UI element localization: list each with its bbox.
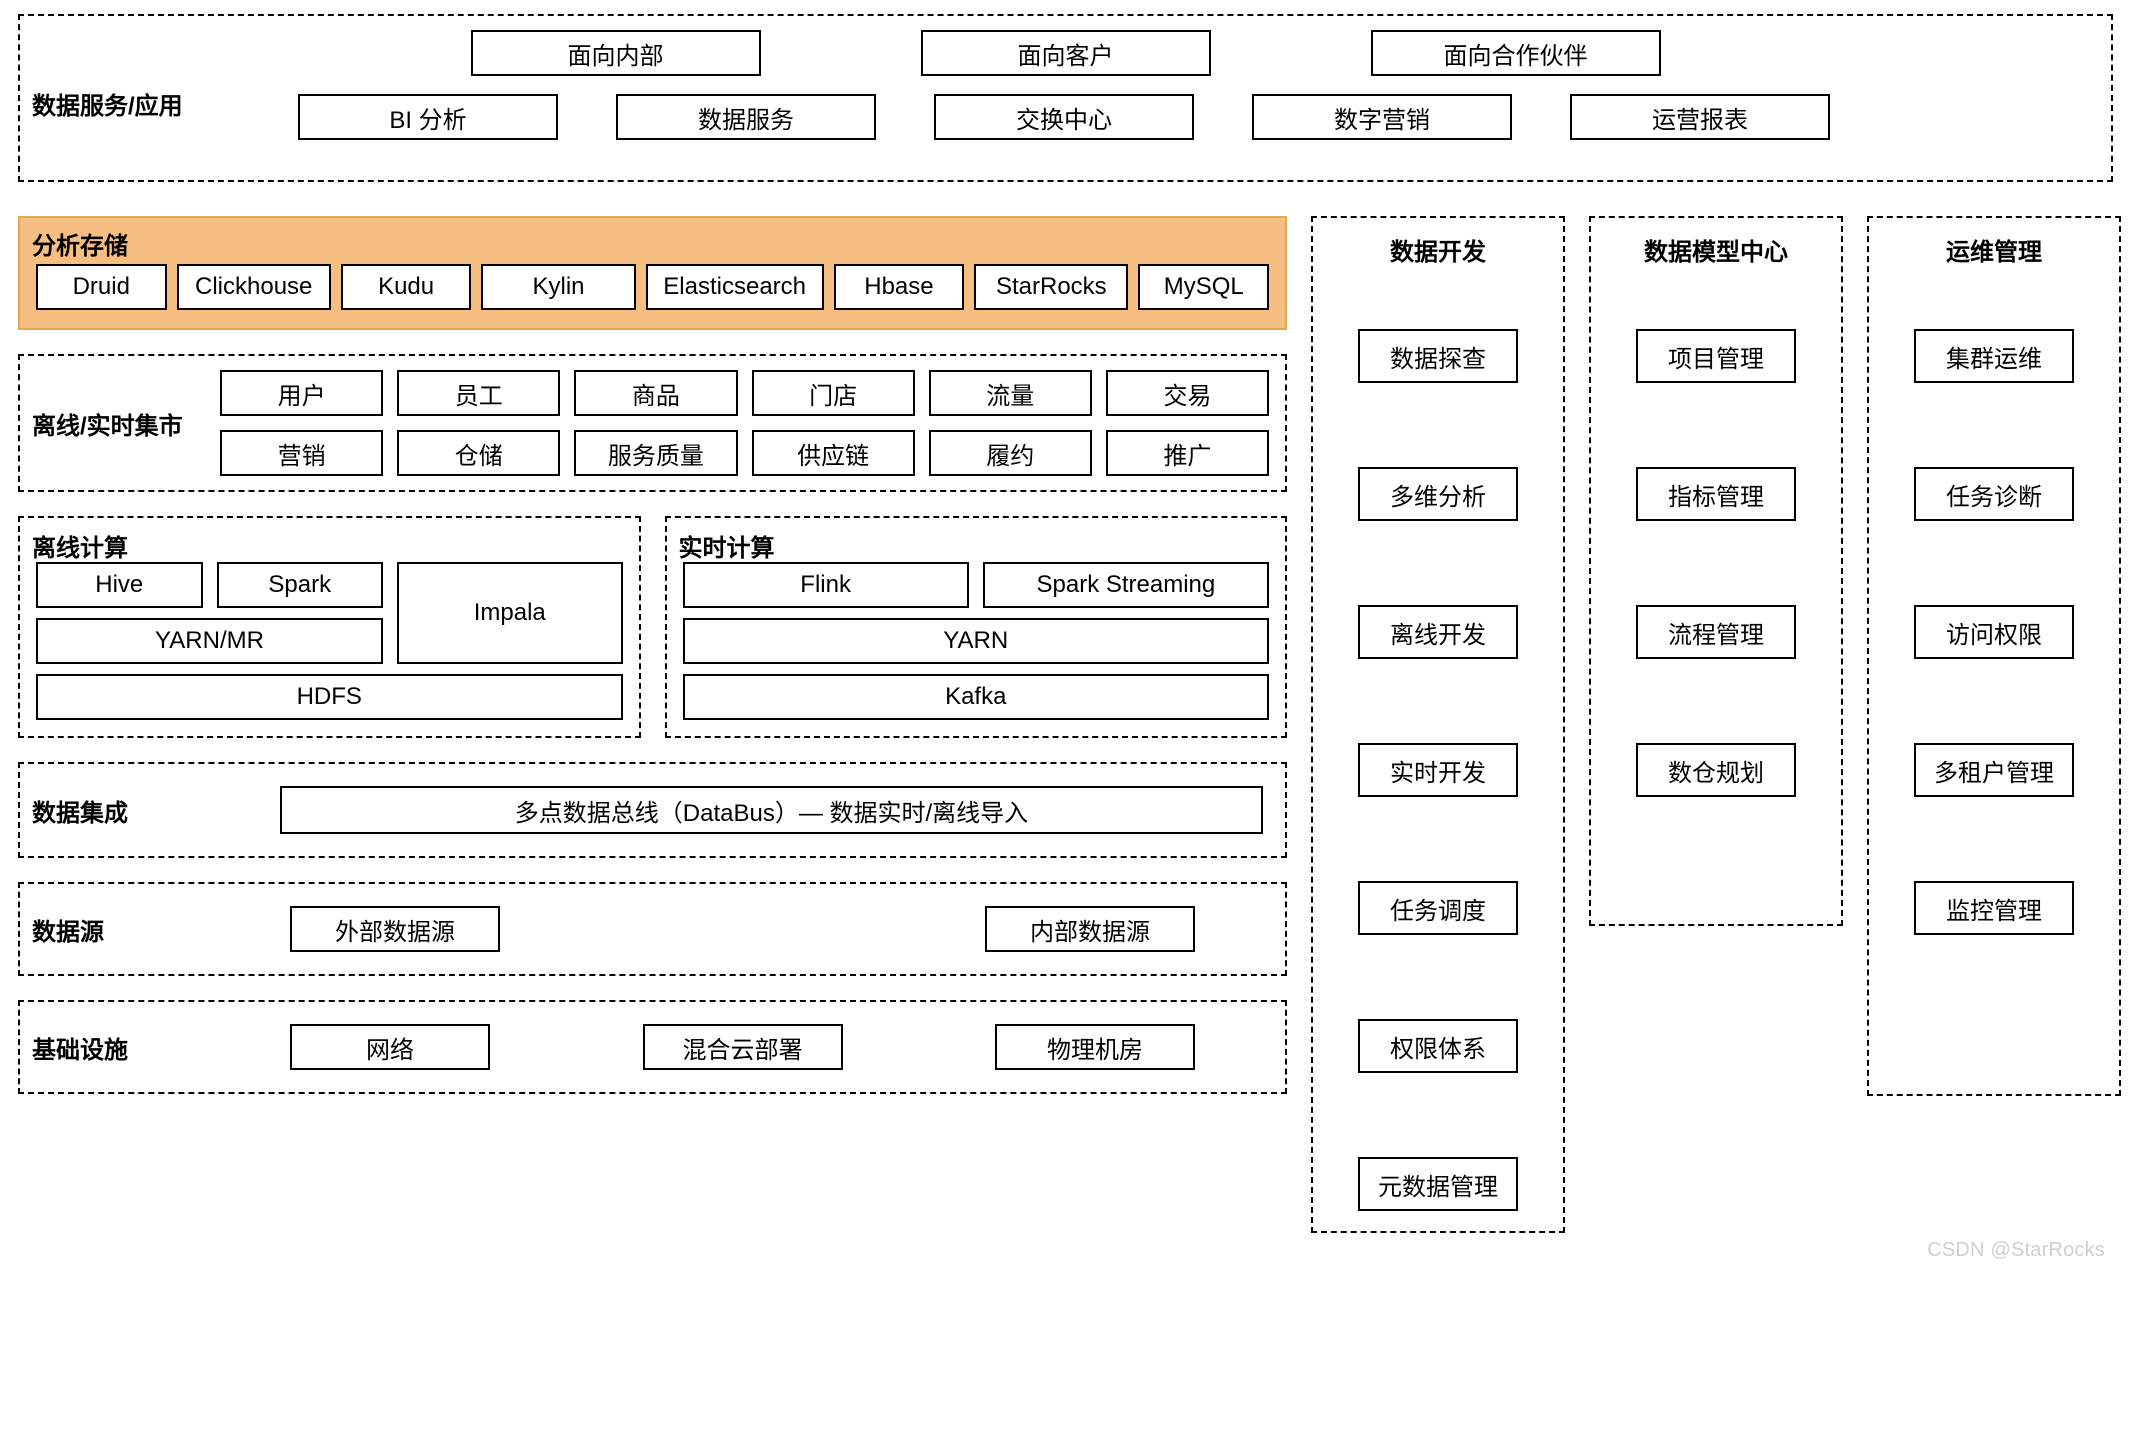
section-title: 离线/实时集市 — [20, 370, 220, 476]
section-title: 基础设施 — [20, 1030, 260, 1065]
ops-cluster: 集群运维 — [1914, 329, 2074, 383]
section-analytics-storage: 分析存储 Druid Clickhouse Kudu Kylin Elastic… — [18, 216, 1287, 330]
section-market: 离线/实时集市 用户 员工 商品 门店 流量 交易 营销 仓储 服务质量 供应链… — [18, 354, 1287, 492]
storage-clickhouse: Clickhouse — [177, 264, 331, 310]
dev-explore: 数据探查 — [1358, 329, 1518, 383]
section-ops: 运维管理 集群运维 任务诊断 访问权限 多租户管理 监控管理 — [1867, 216, 2121, 1096]
model-project: 项目管理 — [1636, 329, 1796, 383]
mkt-warehouse: 仓储 — [397, 430, 560, 476]
svc-box-internal: 面向内部 — [471, 30, 761, 76]
mkt-promo: 推广 — [1106, 430, 1269, 476]
svc-box-reports: 运营报表 — [1570, 94, 1830, 140]
mkt-quality: 服务质量 — [574, 430, 737, 476]
infra-idc: 物理机房 — [995, 1024, 1195, 1070]
ops-task-diag: 任务诊断 — [1914, 467, 2074, 521]
section-title: 运维管理 — [1881, 228, 2107, 285]
mkt-product: 商品 — [574, 370, 737, 416]
section-title: 数据服务/应用 — [32, 86, 183, 121]
storage-starrocks: StarRocks — [974, 264, 1128, 310]
dev-metadata: 元数据管理 — [1358, 1157, 1518, 1211]
dev-schedule: 任务调度 — [1358, 881, 1518, 935]
section-infra: 基础设施 网络 混合云部署 物理机房 — [18, 1000, 1287, 1094]
mkt-marketing: 营销 — [220, 430, 383, 476]
svc-box-customer: 面向客户 — [921, 30, 1211, 76]
oc-yarnmr: YARN/MR — [36, 618, 383, 664]
mkt-traffic: 流量 — [929, 370, 1092, 416]
storage-mysql: MySQL — [1138, 264, 1269, 310]
storage-es: Elasticsearch — [646, 264, 824, 310]
section-title: 离线计算 — [32, 528, 128, 563]
svc-box-dataservice: 数据服务 — [616, 94, 876, 140]
storage-druid: Druid — [36, 264, 167, 310]
section-data-dev: 数据开发 数据探查 多维分析 离线开发 实时开发 任务调度 权限体系 元数据管理 — [1311, 216, 1565, 1233]
mkt-store: 门店 — [752, 370, 915, 416]
dev-olap: 多维分析 — [1358, 467, 1518, 521]
svc-box-marketing: 数字营销 — [1252, 94, 1512, 140]
section-title: 数据源 — [20, 912, 260, 947]
storage-kylin: Kylin — [481, 264, 635, 310]
dev-authz: 权限体系 — [1358, 1019, 1518, 1073]
section-offline-compute: 离线计算 Hive Spark YARN/MR Impala HDFS — [18, 516, 641, 738]
model-flow: 流程管理 — [1636, 605, 1796, 659]
section-model-center: 数据模型中心 项目管理 指标管理 流程管理 数仓规划 — [1589, 216, 1843, 926]
mkt-trade: 交易 — [1106, 370, 1269, 416]
section-title: 实时计算 — [679, 528, 775, 563]
section-title: 数据模型中心 — [1603, 228, 1829, 285]
mkt-fulfill: 履约 — [929, 430, 1092, 476]
section-datasource: 数据源 外部数据源 内部数据源 — [18, 882, 1287, 976]
section-realtime-compute: 实时计算 Flink Spark Streaming YARN Kafka — [665, 516, 1288, 738]
integration-databus: 多点数据总线（DataBus）— 数据实时/离线导入 — [280, 786, 1263, 834]
mkt-staff: 员工 — [397, 370, 560, 416]
infra-hybrid: 混合云部署 — [643, 1024, 843, 1070]
watermark: CSDN @StarRocks — [18, 1239, 2113, 1262]
model-metric: 指标管理 — [1636, 467, 1796, 521]
svc-box-partner: 面向合作伙伴 — [1371, 30, 1661, 76]
infra-network: 网络 — [290, 1024, 490, 1070]
oc-impala: Impala — [397, 562, 623, 664]
rc-spark-streaming: Spark Streaming — [983, 562, 1269, 608]
section-integration: 数据集成 多点数据总线（DataBus）— 数据实时/离线导入 — [18, 762, 1287, 858]
dev-realtime: 实时开发 — [1358, 743, 1518, 797]
mkt-user: 用户 — [220, 370, 383, 416]
oc-hive: Hive — [36, 562, 203, 608]
rc-yarn: YARN — [683, 618, 1270, 664]
storage-kudu: Kudu — [341, 264, 472, 310]
model-dwplan: 数仓规划 — [1636, 743, 1796, 797]
ds-internal: 内部数据源 — [985, 906, 1195, 952]
svc-box-exchange: 交换中心 — [934, 94, 1194, 140]
dev-offline: 离线开发 — [1358, 605, 1518, 659]
svc-box-bi: BI 分析 — [298, 94, 558, 140]
ds-external: 外部数据源 — [290, 906, 500, 952]
rc-flink: Flink — [683, 562, 969, 608]
ops-access: 访问权限 — [1914, 605, 2074, 659]
section-title: 数据开发 — [1325, 228, 1551, 285]
section-title: 分析存储 — [32, 226, 128, 261]
ops-multitenant: 多租户管理 — [1914, 743, 2074, 797]
rc-kafka: Kafka — [683, 674, 1270, 720]
left-column: 分析存储 Druid Clickhouse Kudu Kylin Elastic… — [18, 216, 1287, 1233]
oc-spark: Spark — [217, 562, 384, 608]
oc-hdfs: HDFS — [36, 674, 623, 720]
section-data-service: 数据服务/应用 面向内部 面向客户 面向合作伙伴 BI 分析 数据服务 交换中心… — [18, 14, 2113, 182]
ops-monitor: 监控管理 — [1914, 881, 2074, 935]
storage-hbase: Hbase — [834, 264, 965, 310]
mkt-supply: 供应链 — [752, 430, 915, 476]
section-title: 数据集成 — [20, 793, 280, 828]
